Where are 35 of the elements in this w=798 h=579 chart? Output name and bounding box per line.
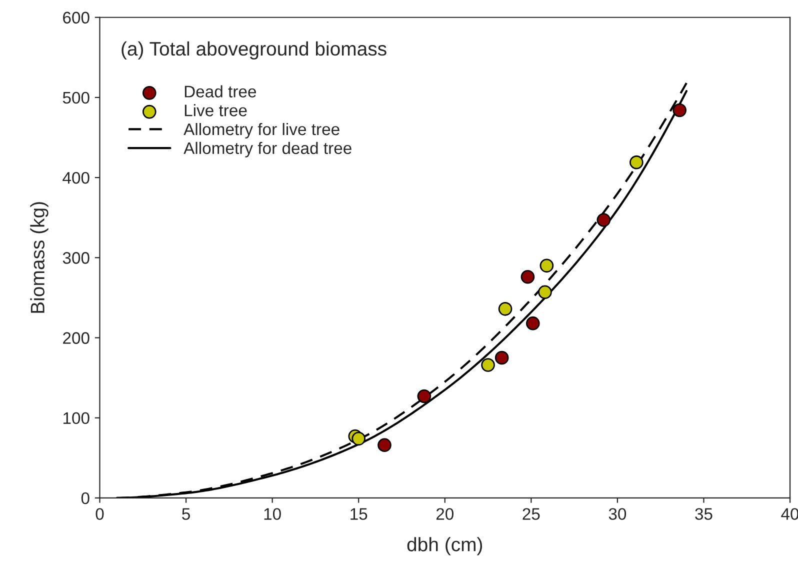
point xyxy=(630,155,644,170)
point xyxy=(498,302,512,316)
legend-label: Allometry for dead tree xyxy=(184,142,352,158)
point xyxy=(526,316,540,330)
y-tick-label: 400 xyxy=(62,172,90,184)
point xyxy=(538,285,552,299)
point xyxy=(494,350,509,365)
x-tick-label: 10 xyxy=(264,508,281,520)
y-tick-label: 200 xyxy=(63,332,90,344)
x-axis-title: dbh (cm) xyxy=(407,537,482,556)
x-tick-label: 30 xyxy=(608,508,626,520)
legend-label: Allometry for live tree xyxy=(184,122,340,139)
point xyxy=(672,103,686,118)
point xyxy=(417,389,432,404)
y-tick-label: 600 xyxy=(63,12,90,24)
y-tick-label: 100 xyxy=(63,412,90,424)
x-tick-label: 5 xyxy=(182,508,190,520)
point xyxy=(352,432,366,446)
y-tick-label: 500 xyxy=(62,92,90,104)
point xyxy=(378,438,392,452)
point xyxy=(596,213,611,227)
y-tick-label: 300 xyxy=(62,252,90,264)
legend-label: Live tree xyxy=(184,104,247,116)
legend-label: Dead tree xyxy=(184,85,256,98)
x-tick-label: 15 xyxy=(350,508,368,520)
point xyxy=(540,258,554,273)
y-axis-title: Biomass (kg) xyxy=(30,202,48,313)
x-tick-label: 25 xyxy=(522,508,540,520)
x-tick-label: 35 xyxy=(695,508,712,520)
y-tick-label: 0 xyxy=(81,492,90,504)
text: (a) Total aboveground biomass xyxy=(122,41,386,60)
x-tick-label: 0 xyxy=(96,508,104,520)
point xyxy=(481,358,495,372)
point xyxy=(520,270,535,284)
x-tick-label: 20 xyxy=(436,508,454,520)
